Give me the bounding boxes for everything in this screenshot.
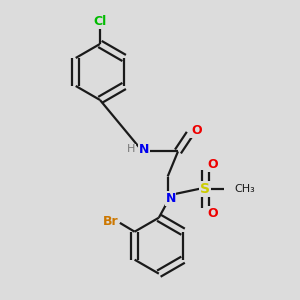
- Text: Cl: Cl: [93, 15, 106, 28]
- Text: CH₃: CH₃: [234, 184, 255, 194]
- Text: Br: Br: [103, 215, 119, 228]
- Text: O: O: [207, 158, 218, 171]
- Text: O: O: [207, 207, 218, 220]
- Text: O: O: [191, 124, 202, 137]
- Text: S: S: [200, 182, 210, 196]
- Text: H: H: [127, 144, 136, 154]
- Text: N: N: [165, 192, 176, 205]
- Text: N: N: [139, 142, 149, 156]
